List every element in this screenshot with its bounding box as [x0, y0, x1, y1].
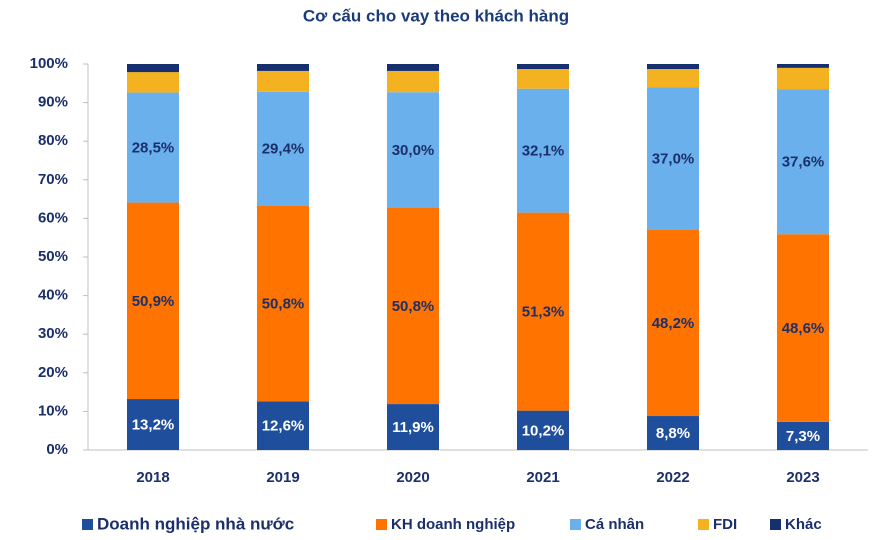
bar-segment: [647, 416, 699, 450]
value-label: 37,0%: [652, 151, 695, 168]
y-tick-label: 100%: [30, 55, 68, 72]
bar-segment: [257, 401, 309, 450]
bar-segment: [517, 69, 569, 89]
bar-segment: [387, 92, 439, 208]
value-label: 7,3%: [786, 428, 820, 445]
legend-label: Doanh nghiệp nhà nước: [97, 514, 294, 533]
value-label: 8,8%: [656, 425, 690, 442]
value-label: 28,5%: [132, 140, 175, 157]
x-tick-label: 2019: [266, 469, 299, 486]
bar-segment: [777, 64, 829, 68]
x-tick-label: 2023: [786, 469, 819, 486]
legend-label: Khác: [785, 516, 822, 533]
bar-segment: [777, 234, 829, 422]
value-label: 13,2%: [132, 416, 175, 433]
bar-segment: [777, 89, 829, 235]
value-label: 48,2%: [652, 315, 695, 332]
legend-swatch: [82, 519, 93, 530]
bar-segment: [127, 64, 179, 73]
bar-segment: [387, 207, 439, 405]
value-label: 30,0%: [392, 142, 435, 159]
bar-segment: [647, 64, 699, 70]
chart-title: Cơ cấu cho vay theo khách hàng: [303, 6, 569, 25]
bar-segment: [647, 87, 699, 230]
value-label: 32,1%: [522, 143, 565, 160]
y-tick-label: 50%: [38, 248, 68, 265]
legend-label: Cá nhân: [585, 516, 644, 533]
bar-segment: [387, 404, 439, 450]
value-label: 50,8%: [392, 298, 435, 315]
bar-segment: [127, 202, 179, 400]
bar-segment: [257, 205, 309, 402]
legend-swatch: [770, 519, 781, 530]
value-label: 50,9%: [132, 293, 175, 310]
legend-label: FDI: [713, 516, 737, 533]
bar-segment: [517, 212, 569, 411]
bar-segment: [127, 92, 179, 203]
bar-segment: [777, 421, 829, 450]
value-label: 11,9%: [392, 419, 434, 436]
x-tick-label: 2020: [396, 469, 429, 486]
y-tick-label: 30%: [38, 325, 68, 342]
bar-segment: [127, 399, 179, 450]
x-tick-label: 2022: [656, 469, 689, 486]
value-label: 37,6%: [782, 154, 825, 171]
bar-segment: [777, 67, 829, 90]
legend-label: KH doanh nghiệp: [391, 516, 515, 533]
bar-segment: [647, 229, 699, 417]
bar-segment: [387, 64, 439, 71]
value-label: 12,6%: [262, 418, 305, 435]
y-tick-label: 10%: [38, 402, 68, 419]
bar-segment: [647, 69, 699, 88]
value-label: 10,2%: [522, 422, 565, 439]
bar-segment: [257, 64, 309, 71]
x-tick-label: 2018: [136, 469, 169, 486]
y-tick-label: 60%: [38, 209, 68, 226]
x-tick-label: 2021: [526, 469, 559, 486]
value-label: 51,3%: [522, 304, 565, 321]
bar-segment: [517, 410, 569, 450]
y-tick-label: 80%: [38, 132, 68, 149]
legend-swatch: [698, 519, 709, 530]
legend-swatch: [570, 519, 581, 530]
value-label: 48,6%: [782, 320, 825, 337]
value-label: 29,4%: [262, 141, 305, 158]
y-tick-label: 70%: [38, 171, 68, 188]
bar-segment: [387, 70, 439, 93]
y-tick-label: 40%: [38, 287, 68, 304]
y-tick-label: 90%: [38, 94, 68, 111]
legend-swatch: [376, 519, 387, 530]
value-label: 50,8%: [262, 295, 305, 312]
y-tick-label: 0%: [46, 441, 68, 458]
bar-segment: [517, 88, 569, 213]
bar-segment: [257, 91, 309, 206]
bar-segment: [517, 64, 569, 70]
bar-segment: [127, 72, 179, 93]
bar-segment: [257, 70, 309, 92]
y-tick-label: 20%: [38, 364, 68, 381]
